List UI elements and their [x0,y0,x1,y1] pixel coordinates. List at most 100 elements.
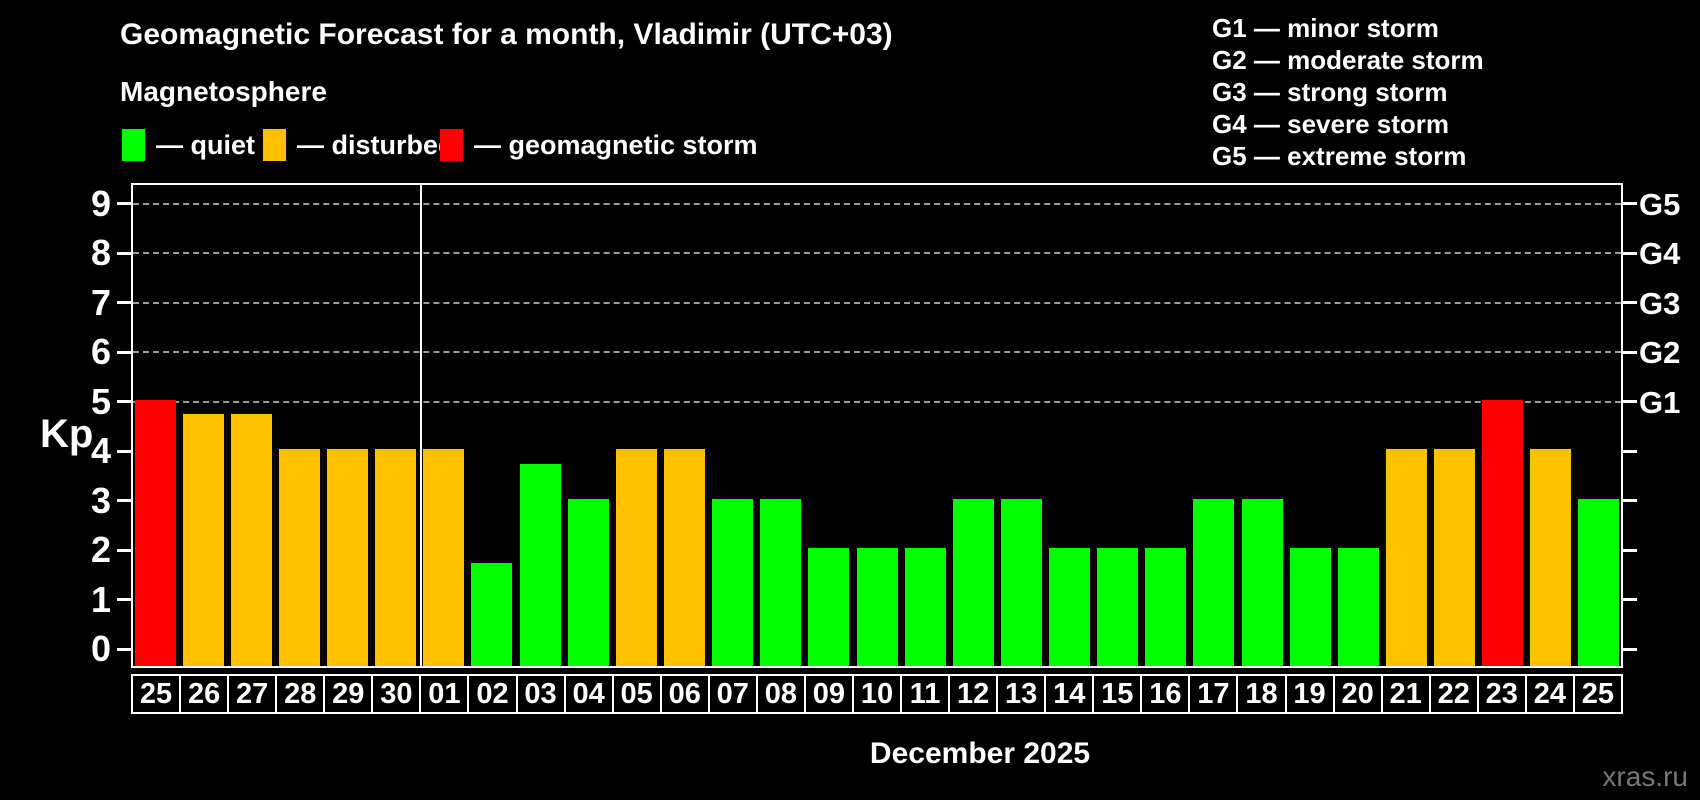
y-tick-label-2: 2 [90,529,111,570]
g-scale-legend: G1 — minor storm G2 — moderate storm G3 … [1212,12,1484,172]
legend-item-quiet: — quiet [122,128,255,162]
day-label-22: 22 [1431,676,1479,712]
y-tick-label-7: 7 [90,281,111,323]
kp-bar-day-01 [423,449,465,666]
kp-bar-day-12 [952,498,994,666]
day-label-25: 25 [133,676,182,712]
kp-bar-day-05 [615,449,657,666]
day-label-21: 21 [1383,676,1431,712]
y-axis-left-tick-3 [117,499,131,502]
kp-bar-day-10 [856,548,898,666]
legend-item-disturbed: — disturbed [263,128,455,162]
day-label-08: 08 [758,676,806,712]
day-label-15: 15 [1094,676,1143,712]
y-tick-label-1: 1 [90,578,111,620]
y-axis-left-tick-1 [117,598,131,601]
day-label-06: 06 [662,676,710,712]
watermark-text: xras.ru [1602,761,1688,792]
y-axis-left-tick-9 [117,202,131,205]
kp-bar-day-29 [327,449,369,666]
day-label-04: 04 [566,676,614,712]
day-label-16: 16 [1142,676,1191,712]
kp-bar-day-14 [1049,548,1091,666]
y-axis-left-tick-4 [117,449,131,453]
kp-bar-day-16 [1145,548,1187,666]
g-scale-label-g4: G4 [1639,236,1681,271]
day-label-17: 17 [1190,676,1239,712]
gridline-kp-8 [133,252,1621,254]
kp-bar-day-20 [1337,548,1379,666]
month-separator-line [419,185,422,666]
y-axis-title-kp: Kp [40,412,94,456]
day-label-03: 03 [518,676,566,712]
g-legend-line-g1: G1 — minor storm [1212,13,1439,43]
legend-label-quiet: — quiet [156,129,255,160]
kp-bar-day-04 [567,498,609,666]
kp-bar-day-25 [1578,498,1620,666]
y-axis-left-tick-7 [117,301,131,304]
disturbed-color-swatch [263,129,286,161]
y-tick-label-3: 3 [90,479,111,521]
gridline-kp-6 [133,351,1621,353]
kp-bar-day-15 [1097,548,1139,666]
page-title: Geomagnetic Forecast for a month, Vladim… [120,18,893,51]
y-axis-right-tick-6 [1623,350,1637,354]
x-axis-title-month: December 2025 [869,737,1091,770]
day-label-11: 11 [902,676,951,712]
kp-bar-day-07 [712,498,754,666]
kp-bar-day-11 [904,548,946,666]
y-tick-label-6: 6 [90,331,111,372]
kp-bar-day-13 [1000,498,1042,666]
day-label-14: 14 [1046,676,1095,712]
kp-bar-day-25 [134,399,176,666]
day-label-01: 01 [421,676,470,712]
kp-bar-day-22 [1434,449,1476,666]
y-axis-right-tick-5 [1623,400,1637,403]
gridline-kp-7 [133,301,1621,304]
kp-bar-chart-plot-area [131,183,1623,668]
kp-bar-day-30 [375,449,417,666]
y-axis-left-tick-8 [117,251,131,255]
g-legend-line-g2: G2 — moderate storm [1212,45,1484,75]
day-label-26: 26 [181,676,230,712]
g-scale-label-g3: G3 [1639,285,1681,321]
g-scale-label-g2: G2 [1639,335,1681,370]
y-axis-left-tick-6 [117,350,131,354]
day-label-23: 23 [1479,676,1527,712]
day-label-18: 18 [1238,676,1287,712]
day-label-28: 28 [277,676,326,712]
kp-bar-day-08 [760,498,802,666]
y-axis-left-tick-0 [117,647,131,651]
kp-bar-day-09 [808,548,850,666]
y-axis-right-tick-3 [1623,499,1637,502]
legend-label-disturbed: — disturbed [297,129,455,160]
y-tick-label-8: 8 [90,232,111,273]
day-label-09: 09 [806,676,854,712]
gridline-kp-5 [133,400,1621,403]
kp-bar-day-28 [278,449,320,666]
kp-bar-day-03 [519,463,561,666]
day-label-25: 25 [1581,677,1615,710]
g-scale-label-g1: G1 [1639,384,1681,420]
storm-color-swatch [440,129,463,161]
day-label-13: 13 [998,676,1047,712]
y-tick-label-9: 9 [90,182,111,224]
y-axis-left-tick-2 [117,548,131,552]
legend-label-storm: — geomagnetic storm [474,129,758,160]
kp-bar-day-23 [1482,399,1524,666]
day-label-10: 10 [854,676,902,712]
day-label-12: 12 [950,676,999,712]
day-label-20: 20 [1335,676,1383,712]
y-axis-right-tick-2 [1623,548,1637,552]
y-tick-label-4: 4 [90,430,111,471]
day-label-29: 29 [325,676,374,712]
legend-item-storm: — geomagnetic storm [440,128,758,162]
y-axis-right-tick-4 [1623,449,1637,453]
kp-bar-day-06 [663,449,705,666]
kp-bar-day-21 [1385,449,1427,666]
kp-bar-day-26 [182,414,224,666]
kp-bar-day-27 [230,414,272,666]
day-label-07: 07 [710,676,758,712]
day-label-24: 24 [1527,676,1575,712]
kp-bar-day-18 [1241,498,1283,666]
